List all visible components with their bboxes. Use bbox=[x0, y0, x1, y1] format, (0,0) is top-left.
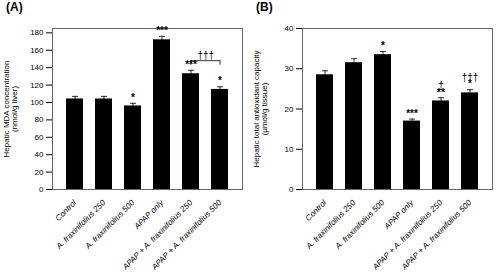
svg-text:APAP only: APAP only bbox=[382, 198, 416, 231]
svg-text:***: *** bbox=[406, 108, 418, 119]
svg-text:40: 40 bbox=[35, 150, 44, 159]
svg-text:20: 20 bbox=[285, 105, 294, 114]
svg-text:†††: ††† bbox=[462, 72, 479, 83]
svg-text:160: 160 bbox=[30, 46, 44, 55]
svg-text:†: † bbox=[438, 80, 444, 91]
svg-text:APAP + A. fraxinifolius 500: APAP + A. fraxinifolius 500 bbox=[149, 198, 223, 272]
svg-text:100: 100 bbox=[30, 98, 44, 107]
svg-text:***: *** bbox=[156, 25, 168, 36]
svg-text:140: 140 bbox=[30, 63, 44, 72]
svg-text:APAP + A. fraxinifolius 250: APAP + A. fraxinifolius 250 bbox=[370, 198, 445, 272]
svg-text:A. fraxinifolius 500: A. fraxinifolius 500 bbox=[333, 198, 387, 252]
svg-text:*: * bbox=[131, 92, 135, 103]
html-text:(B): (B) bbox=[256, 0, 273, 14]
svg-text:Control: Control bbox=[304, 198, 329, 223]
svg-text:Hepatic MDA concentration(nmol: Hepatic MDA concentration(nmol/g liver) bbox=[2, 61, 19, 158]
svg-text:APAP only: APAP only bbox=[132, 198, 166, 231]
svg-text:Hepatic total antioxidant capa: Hepatic total antioxidant capacity(µmol/… bbox=[252, 51, 269, 168]
svg-text:10: 10 bbox=[285, 145, 294, 154]
svg-text:0: 0 bbox=[39, 185, 44, 194]
svg-text:*: * bbox=[218, 75, 222, 86]
svg-text:0: 0 bbox=[289, 185, 294, 194]
svg-text:APAP + A. fraxinifolius 250: APAP + A. fraxinifolius 250 bbox=[120, 198, 195, 272]
svg-text:A. fraxinifolius 250: A. fraxinifolius 250 bbox=[304, 198, 358, 252]
svg-text:30: 30 bbox=[285, 64, 294, 73]
svg-text:Control: Control bbox=[54, 198, 79, 223]
svg-text:APAP + A. fraxinifolius 500: APAP + A. fraxinifolius 500 bbox=[399, 198, 473, 272]
svg-text:60: 60 bbox=[35, 133, 44, 142]
svg-text:A. fraxinifolius 500: A. fraxinifolius 500 bbox=[83, 198, 137, 252]
svg-text:120: 120 bbox=[30, 81, 44, 90]
svg-text:***: *** bbox=[185, 59, 197, 70]
svg-text:40: 40 bbox=[285, 24, 294, 33]
svg-text:*: * bbox=[381, 40, 385, 51]
svg-text:80: 80 bbox=[35, 115, 44, 124]
svg-text:A. fraxinifolius 250: A. fraxinifolius 250 bbox=[54, 198, 108, 252]
svg-text:180: 180 bbox=[30, 28, 44, 37]
svg-text:20: 20 bbox=[35, 168, 44, 177]
html-text:(A): (A) bbox=[6, 0, 23, 14]
svg-text:†††: ††† bbox=[198, 50, 215, 61]
